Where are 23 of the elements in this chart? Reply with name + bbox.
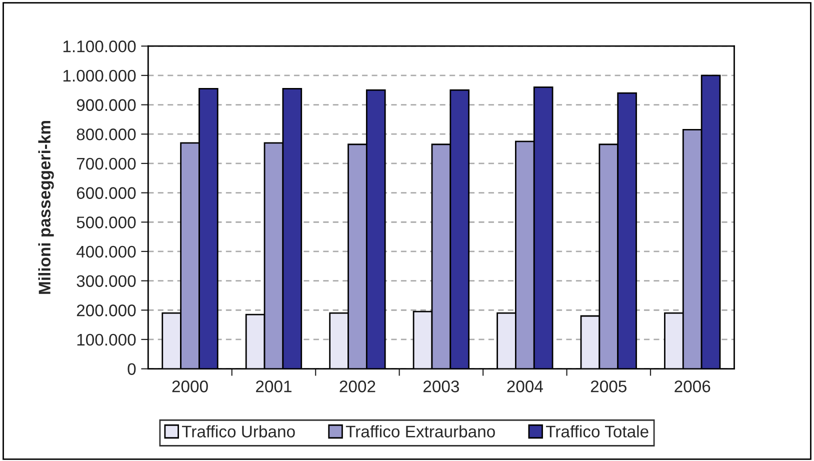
- y-tick-label: 300.000: [76, 275, 136, 287]
- legend-label: Traffico Urbano: [182, 425, 295, 438]
- x-tick-label: 2004: [507, 380, 543, 392]
- y-tick-label: 600.000: [76, 187, 136, 199]
- y-tick-label: 0: [128, 363, 136, 376]
- y-tick-label: 1.100.000: [63, 40, 136, 52]
- x-tick-label: 2005: [590, 380, 626, 392]
- y-tick-label: 1.000.000: [63, 70, 136, 82]
- x-tick-label: 2001: [256, 380, 292, 392]
- y-tick-label: 900.000: [76, 99, 136, 111]
- x-tick-label: 2006: [674, 380, 710, 392]
- legend-label: Traffico Totale: [546, 425, 648, 438]
- y-tick-label: 500.000: [76, 216, 136, 228]
- y-axis-title: Milioni passeggeri-km: [38, 120, 54, 294]
- x-tick-label: 2003: [423, 380, 459, 392]
- x-tick-label: 2000: [172, 380, 208, 392]
- y-tick-label: 200.000: [76, 304, 136, 316]
- x-tick-label: 2002: [340, 380, 376, 392]
- y-tick-label: 700.000: [76, 158, 136, 170]
- legend-label: Traffico Extraurbano: [346, 425, 495, 438]
- y-tick-label: 100.000: [77, 334, 136, 346]
- y-tick-label: 800.000: [76, 128, 136, 140]
- y-tick-label: 400.000: [76, 246, 136, 258]
